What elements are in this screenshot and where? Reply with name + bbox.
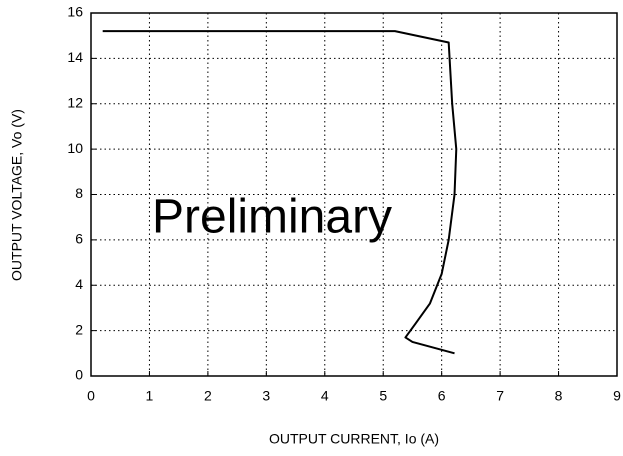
y-tick-label: 4: [75, 276, 83, 292]
y-tick-label: 16: [67, 4, 83, 20]
plot-frame: [90, 12, 618, 377]
y-tick-label: 10: [67, 140, 83, 156]
y-tick-label: 8: [75, 185, 83, 201]
x-tick-label: 9: [613, 388, 621, 404]
annotation: Preliminary: [152, 191, 392, 244]
y-tick-label: 14: [67, 49, 83, 65]
x-tick-label: 5: [379, 388, 387, 404]
y-axis-title: OUTPUT VOLTAGE, Vo (V): [9, 109, 25, 281]
x-tick-label: 7: [496, 388, 504, 404]
x-tick-label: 8: [555, 388, 563, 404]
y-tick-label: 12: [67, 94, 83, 110]
x-tick-label: 2: [204, 388, 212, 404]
y-tick-label: 0: [75, 367, 83, 383]
x-tick-label: 1: [146, 388, 154, 404]
x-tick-label: 0: [87, 388, 95, 404]
y-tick-label: 6: [75, 231, 83, 247]
data-line: [102, 30, 458, 355]
y-tick-label: 2: [75, 321, 83, 337]
x-tick-label: 6: [438, 388, 446, 404]
x-tick-label: 4: [321, 388, 329, 404]
x-tick-label: 3: [262, 388, 270, 404]
x-axis-title: OUTPUT CURRENT, Io (A): [269, 431, 439, 447]
